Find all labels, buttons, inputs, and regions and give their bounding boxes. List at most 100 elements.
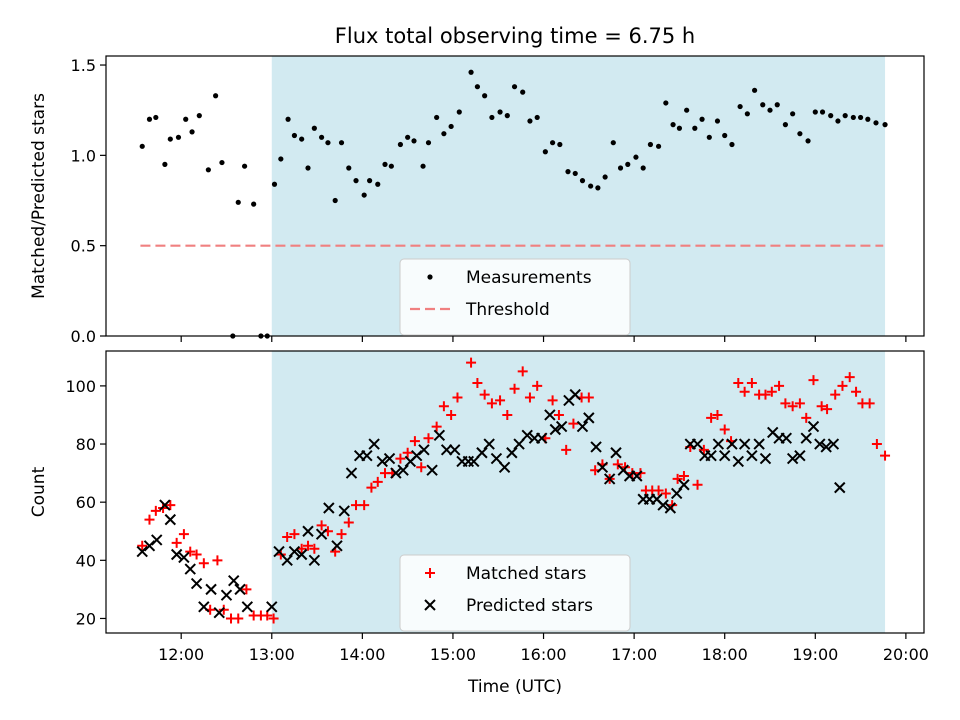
measurement-point — [737, 103, 743, 110]
measurement-point — [332, 197, 338, 204]
top-panel: 0.0 0.5 1.0 1.5 Matched/Predicted stars Measu… — [29, 55, 925, 346]
predicted-point — [273, 545, 285, 558]
predicted-point — [315, 528, 328, 540]
predicted-point — [220, 589, 233, 601]
measurement-point — [805, 138, 811, 144]
y-axis-label: Matched/Predicted stars — [29, 93, 49, 299]
matched-point — [532, 380, 543, 391]
predicted-point — [411, 449, 423, 462]
predicted-point — [712, 438, 725, 450]
measurement-point — [167, 136, 173, 142]
measurement-point — [318, 134, 325, 140]
predicted-point — [383, 452, 396, 465]
measurement-point — [361, 192, 367, 198]
matched-point — [760, 389, 771, 400]
x-tick-label: 12:00 — [158, 645, 204, 664]
matched-point — [366, 482, 377, 493]
measurement-point — [468, 69, 474, 75]
matched-point — [794, 398, 805, 409]
measurement-point — [633, 154, 639, 160]
measurement-point — [663, 100, 669, 106]
measurement-point — [338, 140, 345, 146]
x-tick-label: 16:00 — [520, 645, 566, 664]
matched-point — [343, 517, 354, 528]
predicted-point — [205, 583, 217, 596]
matched-point — [472, 377, 483, 388]
predicted-point — [302, 525, 314, 537]
matched-point — [268, 613, 279, 624]
measurement-point — [420, 163, 426, 169]
predicted-point — [418, 444, 430, 456]
matched-point — [698, 444, 709, 455]
measurement-point — [549, 140, 556, 146]
measurement-point — [456, 109, 462, 115]
predicted-point — [513, 438, 525, 450]
matched-point — [479, 389, 490, 400]
measurement-point — [353, 178, 359, 184]
measurement-point — [219, 159, 225, 166]
measurement-point — [162, 161, 168, 167]
predicted-point — [753, 438, 765, 450]
legend-marker-predicted — [424, 599, 436, 611]
matched-point — [568, 418, 579, 429]
matched-point — [692, 479, 703, 490]
matched-point — [289, 529, 300, 540]
y-tick-label: 0.5 — [71, 237, 96, 256]
predicted-point — [820, 441, 832, 453]
measurement-point — [346, 165, 352, 171]
measurement-point — [183, 116, 189, 122]
measurement-point — [655, 143, 662, 149]
predicted-point — [483, 438, 495, 450]
predicted-point — [266, 601, 278, 613]
matched-point — [844, 372, 855, 383]
matched-point — [816, 401, 827, 412]
measurement-point — [842, 113, 848, 119]
predicted-point — [190, 577, 203, 590]
measurement-point — [835, 118, 841, 124]
predicted-point — [536, 432, 548, 444]
measurement-point — [617, 165, 624, 171]
predicted-point — [426, 464, 438, 476]
measurement-point — [520, 89, 526, 95]
predicted-point — [746, 449, 758, 462]
matched-point — [583, 392, 594, 403]
matched-point — [446, 409, 457, 420]
matched-point — [653, 485, 664, 496]
measurement-point — [139, 143, 145, 149]
matched-point — [787, 401, 798, 412]
measurement-point — [565, 169, 571, 175]
predicted-point — [583, 412, 595, 424]
matched-point — [171, 537, 182, 548]
predicted-point — [603, 473, 616, 485]
predicted-point — [786, 452, 799, 465]
predicted-point — [678, 479, 690, 491]
predicted-point — [308, 554, 321, 567]
measurement-point — [448, 123, 454, 130]
matched-point — [495, 395, 506, 406]
matched-point — [712, 409, 723, 420]
measurement-point — [857, 114, 864, 121]
measurement-point — [865, 116, 871, 122]
predicted-point — [323, 502, 335, 514]
measurement-point — [434, 114, 440, 121]
predicted-point — [449, 444, 461, 456]
matched-point — [678, 471, 689, 482]
measurement-point — [588, 183, 594, 189]
predicted-point — [198, 601, 210, 613]
matched-point — [466, 357, 477, 368]
measurement-point — [595, 185, 601, 191]
predicted-point — [807, 420, 820, 433]
predicted-point — [738, 438, 751, 450]
predicted-point — [631, 470, 643, 482]
matched-point — [774, 380, 785, 391]
predicted-point — [506, 447, 518, 459]
measurement-point — [625, 161, 631, 167]
measurement-point — [610, 140, 616, 146]
measurement-point — [235, 199, 241, 205]
measurement-point — [196, 113, 202, 119]
measurement-point — [397, 141, 404, 148]
measurement-point — [311, 125, 317, 131]
matched-point — [423, 433, 434, 444]
measurement-point — [676, 125, 683, 131]
measurement-point — [722, 132, 728, 139]
